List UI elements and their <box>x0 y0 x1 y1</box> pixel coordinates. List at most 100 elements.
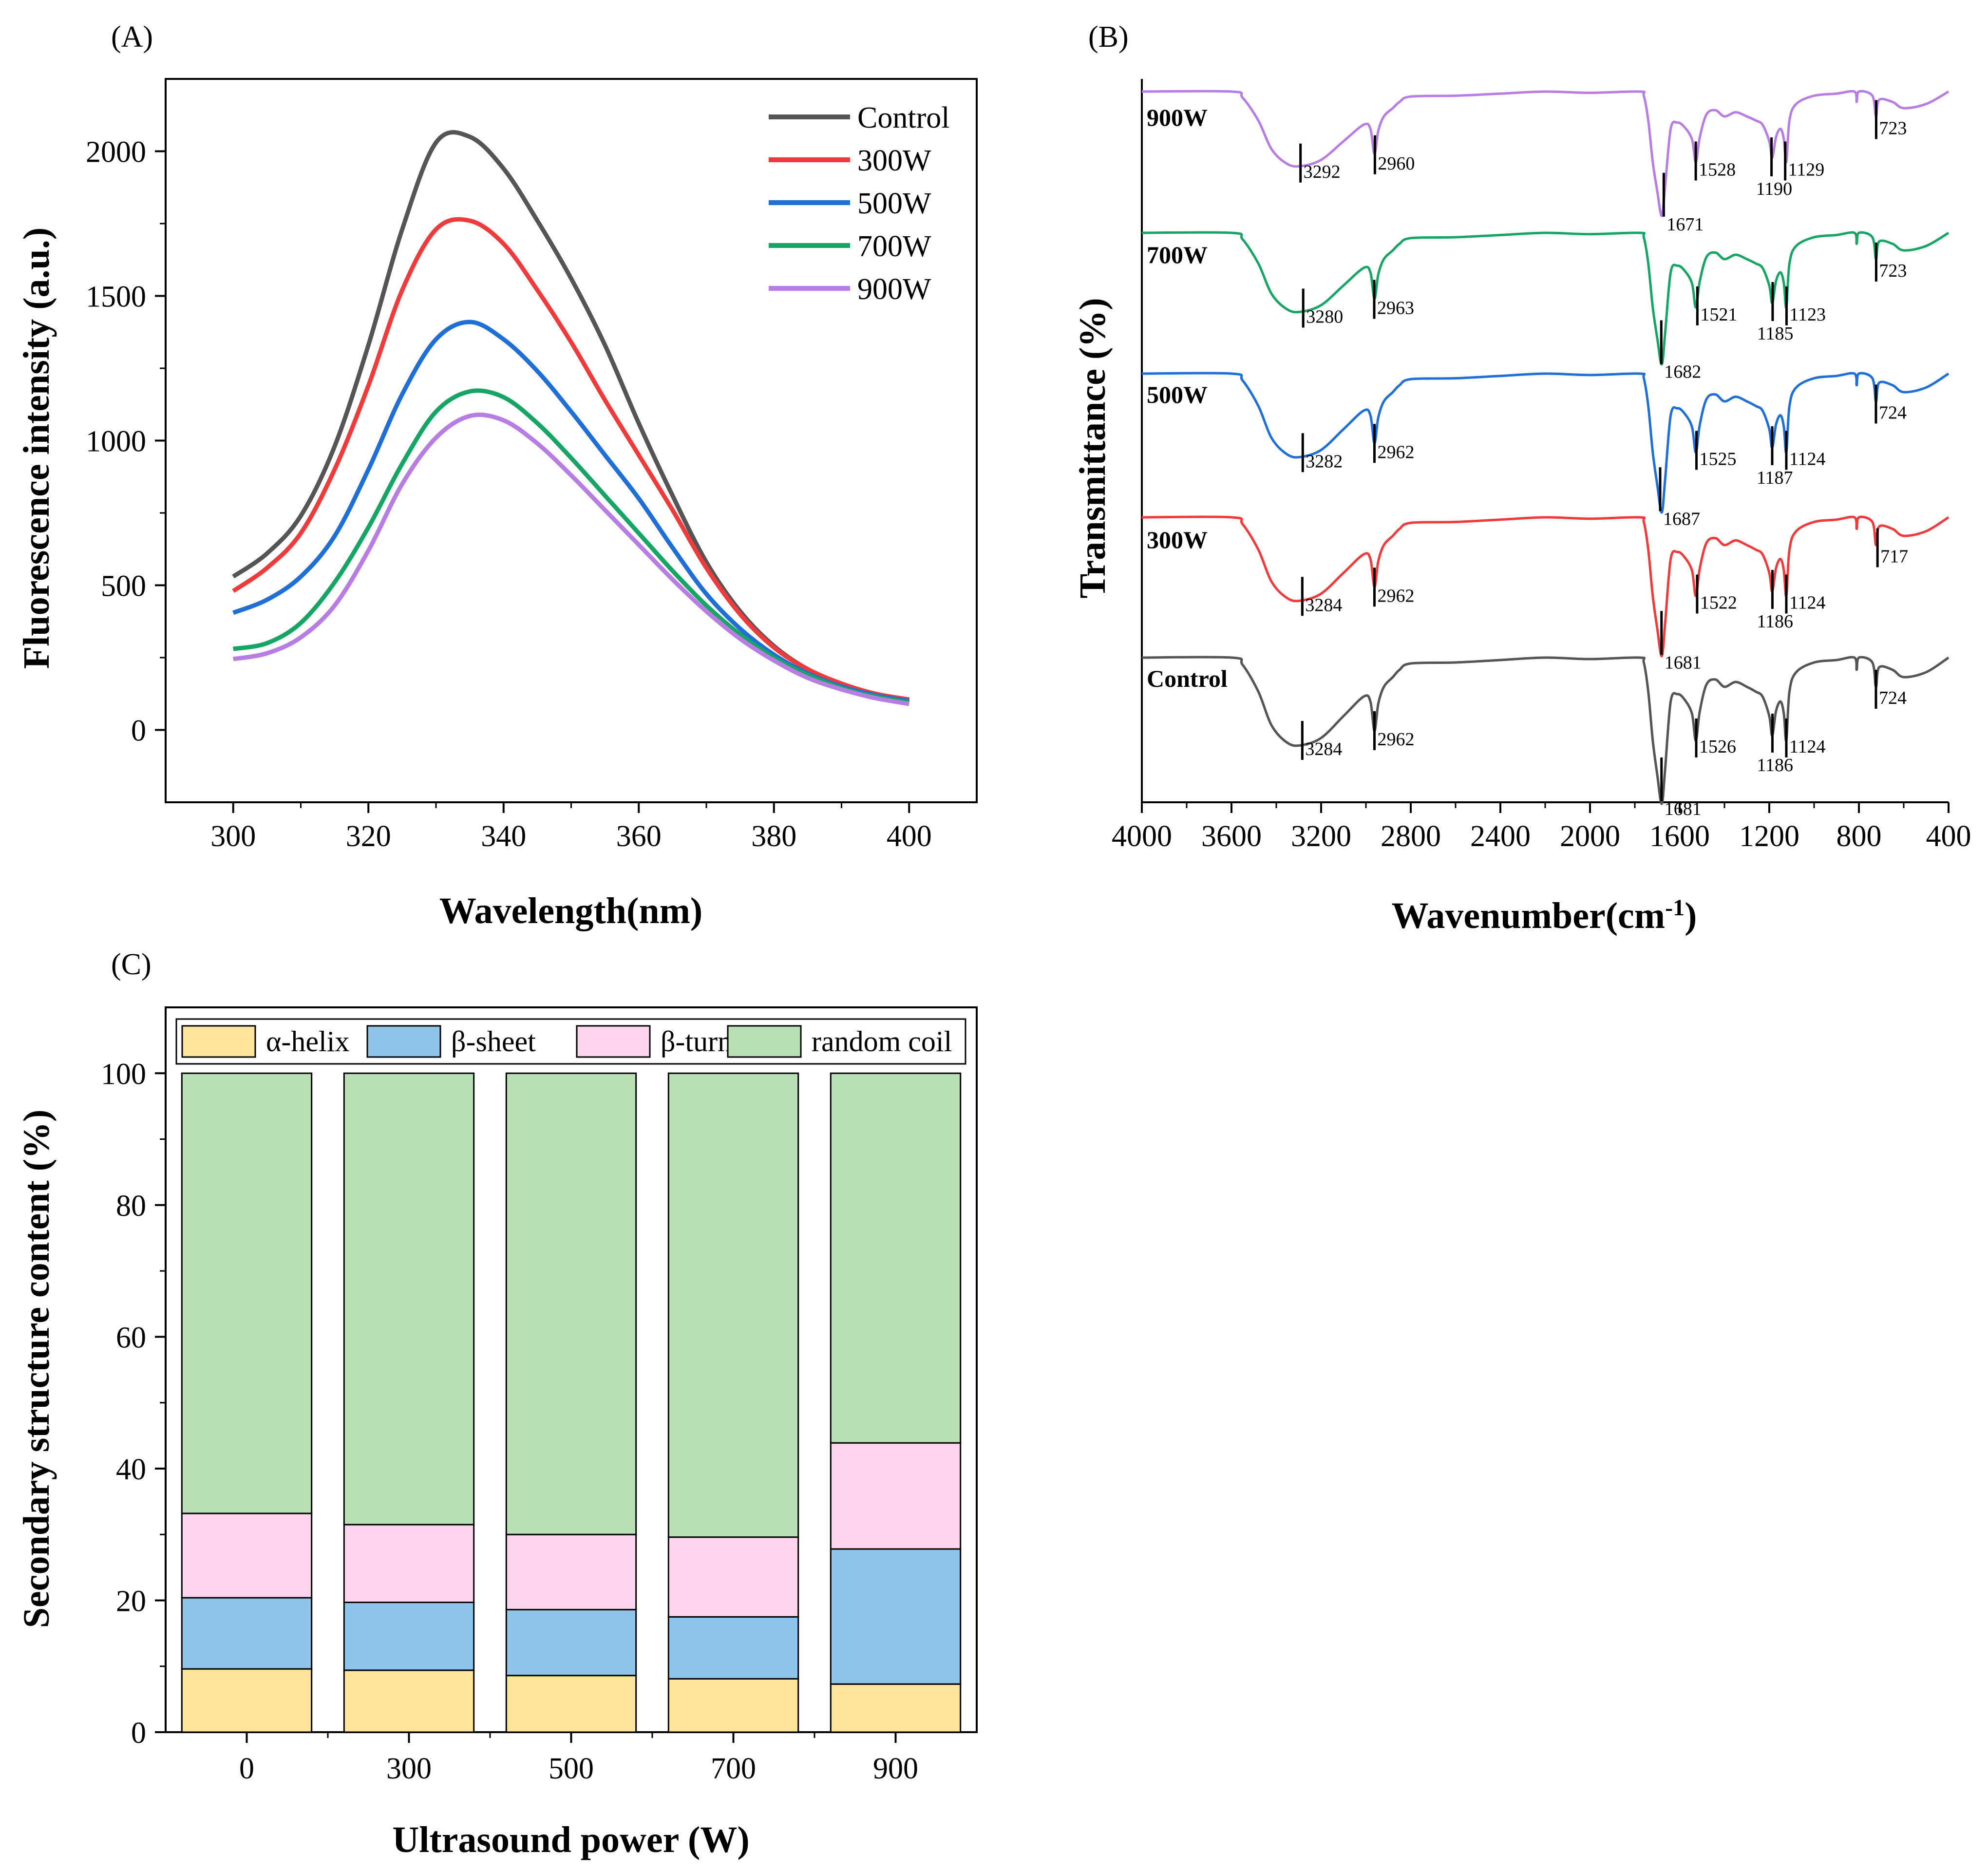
panel-c-legend-swatch <box>727 1025 802 1058</box>
panel-a-y-tick-label: 0 <box>131 715 146 748</box>
panel-b-peak-label: 1190 <box>1756 179 1793 199</box>
panel-b-x-tick-label: 2800 <box>1381 820 1441 853</box>
panel-b-peak-label: 1522 <box>1700 593 1737 613</box>
panel-b-peak-label: 2962 <box>1377 729 1414 750</box>
panel-b-series-label: 700W <box>1147 241 1208 268</box>
panel-a-x-tick-label: 300 <box>210 820 256 853</box>
panel-a-x-tick-label: 340 <box>481 820 526 853</box>
panel-c-legend-label: random coil <box>812 1025 952 1058</box>
panel-c-legend-box <box>175 1018 966 1065</box>
panel-b-peak-label: 724 <box>1879 403 1907 423</box>
panel-b-x-tick-label: 400 <box>1926 820 1971 853</box>
panel-b-spectrum-series-900 <box>1141 90 1950 217</box>
panel-a-x-axis-title: Wavelength(nm) <box>439 890 702 931</box>
panel-c-bar-segment <box>505 1675 637 1733</box>
panel-a-x-tick-label: 360 <box>616 820 662 853</box>
panel-c-x-tick-label: 700 <box>711 1752 756 1785</box>
panel-c-x-axis-title: Ultrasound power (W) <box>392 1819 749 1860</box>
panel-b-peak-label: 2962 <box>1377 442 1414 462</box>
panel-b-peak-label: 1123 <box>1789 304 1826 325</box>
panel-c-y-axis-title: Secondary structure content (%) <box>16 1110 57 1628</box>
panel-a-legend-label: 900W <box>857 273 931 306</box>
panel-b-peak-label: 1521 <box>1700 304 1737 325</box>
panel-a-x-tick-label: 320 <box>346 820 391 853</box>
panel-c-x-tick-label: 900 <box>873 1752 918 1785</box>
panel-b-peak-label: 3284 <box>1305 739 1342 759</box>
panel-b-peak-label: 723 <box>1879 261 1907 281</box>
panel-b-x-tick-label: 3600 <box>1201 820 1262 853</box>
panel-c-legend-label: β-turn <box>661 1025 732 1058</box>
panel-b-x-tick-label: 1600 <box>1649 820 1710 853</box>
panel-c-bar-segment <box>830 1548 962 1685</box>
panel-b-peak-label: 3292 <box>1304 162 1341 182</box>
panel-b-peak-label: 1687 <box>1663 509 1700 529</box>
panel-b-peak-label: 1186 <box>1757 611 1793 632</box>
panel-b-peak-label: 3284 <box>1305 595 1342 615</box>
panel-label-b: (B) <box>1088 20 1129 54</box>
panel-a-series-line <box>232 217 910 702</box>
panel-c-bar-segment <box>181 1072 313 1514</box>
panel-c-bar-segment <box>830 1072 962 1444</box>
panel-b-peak-label: 3282 <box>1306 451 1343 472</box>
panel-a-legend-label: 700W <box>857 230 931 263</box>
panel-b-peak-label: 723 <box>1879 118 1907 139</box>
panel-b-peak-label: 1682 <box>1664 362 1701 382</box>
panel-a-legend-label: 500W <box>857 187 931 220</box>
panel-b-spectrum-series-control <box>1141 656 1950 805</box>
panel-b-peak-label: 1671 <box>1666 214 1704 235</box>
panel-c-bar-segment <box>667 1072 799 1538</box>
panel-c-y-tick-label: 80 <box>116 1190 146 1223</box>
panel-a-series-line <box>232 130 910 702</box>
panel-b-peak-label: 1186 <box>1757 755 1793 775</box>
panel-b-peak-label: 1124 <box>1789 449 1826 470</box>
panel-b-x-tick-label: 3200 <box>1291 820 1351 853</box>
panel-b-peak-label: 1525 <box>1700 449 1737 470</box>
panel-a-legend-label: 300W <box>857 144 931 177</box>
panel-b-x-tick-label: 2400 <box>1470 820 1531 853</box>
panel-b-peak-label: 2963 <box>1377 298 1414 319</box>
panel-c-legend-swatch <box>576 1025 651 1058</box>
panel-c-y-tick-label: 60 <box>116 1321 146 1354</box>
panel-c-bar-segment <box>505 1533 637 1610</box>
panel-c-x-tick-label: 500 <box>549 1752 594 1785</box>
panel-b-spectrum-series-500 <box>1141 372 1950 514</box>
panel-c-bar-segment <box>181 1597 313 1670</box>
panel-c-y-tick-label: 40 <box>116 1453 146 1486</box>
panel-b-peak-label: 1124 <box>1789 737 1826 757</box>
panel-a-series-line <box>232 320 910 703</box>
panel-c-legend-label: β-sheet <box>451 1025 536 1058</box>
panel-c-bar-segment <box>181 1668 313 1733</box>
panel-b-peak-label: 1526 <box>1699 737 1736 757</box>
panel-a-x-tick-label: 380 <box>751 820 796 853</box>
panel-b-series-label: 500W <box>1147 381 1208 408</box>
panel-c-bar-segment <box>343 1072 475 1526</box>
panel-a-x-tick-label: 400 <box>887 820 932 853</box>
panel-b-x-tick-label: 800 <box>1837 820 1882 853</box>
panel-label-c: (C) <box>111 948 151 981</box>
panel-b-peak-label: 1528 <box>1699 160 1736 180</box>
panel-b-series-label: 300W <box>1147 526 1208 553</box>
panel-b-peak-label: 724 <box>1879 688 1907 708</box>
panel-b-peak-label: 1681 <box>1665 652 1702 673</box>
panel-c-bar-segment <box>505 1072 637 1535</box>
panel-b-peak-label: 2960 <box>1378 153 1415 174</box>
panel-a-series-line <box>232 413 910 706</box>
panel-b-spectrum-series-300 <box>1141 515 1950 658</box>
panel-c-bar-segment <box>830 1683 962 1733</box>
panel-a-series-line <box>232 388 910 705</box>
panel-c-legend-swatch <box>366 1025 441 1058</box>
panel-c-bar-segment <box>667 1616 799 1680</box>
panel-c-bar-segment <box>343 1669 475 1733</box>
panel-b-x-tick-label: 1200 <box>1739 820 1799 853</box>
panel-b-peak-label: 1185 <box>1757 323 1794 344</box>
panel-c-y-tick-label: 20 <box>116 1585 146 1618</box>
panel-b-x-tick-label: 2000 <box>1560 820 1620 853</box>
panel-c-bar-segment <box>667 1678 799 1733</box>
panel-b-y-axis-title: Transmittance (%) <box>1072 298 1113 598</box>
panel-a-y-tick-label: 1000 <box>86 425 146 458</box>
panel-a-y-tick-label: 2000 <box>86 136 146 169</box>
panel-b-peak-label: 1681 <box>1665 799 1702 819</box>
panel-c-bar-segment <box>830 1442 962 1550</box>
panel-c-x-tick-label: 0 <box>239 1752 254 1785</box>
panel-c-x-tick-label: 300 <box>386 1752 432 1785</box>
